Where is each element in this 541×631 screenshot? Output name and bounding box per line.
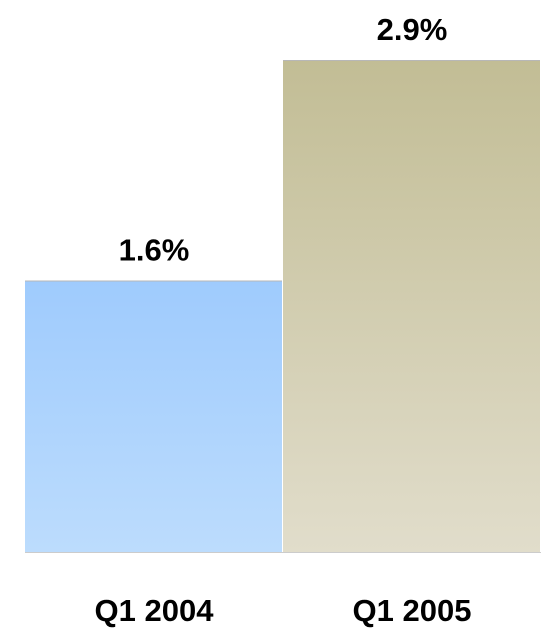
x-tick-labels: Q1 2004 Q1 2005 <box>95 593 472 628</box>
x-tick-label: Q1 2005 <box>353 593 472 628</box>
bars <box>25 60 540 552</box>
data-label: 1.6% <box>119 233 190 268</box>
data-labels: 1.6% 2.9% <box>119 12 448 268</box>
bar-q1-2004 <box>25 280 282 552</box>
x-tick-label: Q1 2004 <box>95 593 215 628</box>
bar-q1-2005 <box>283 60 540 552</box>
data-label: 2.9% <box>377 12 448 47</box>
